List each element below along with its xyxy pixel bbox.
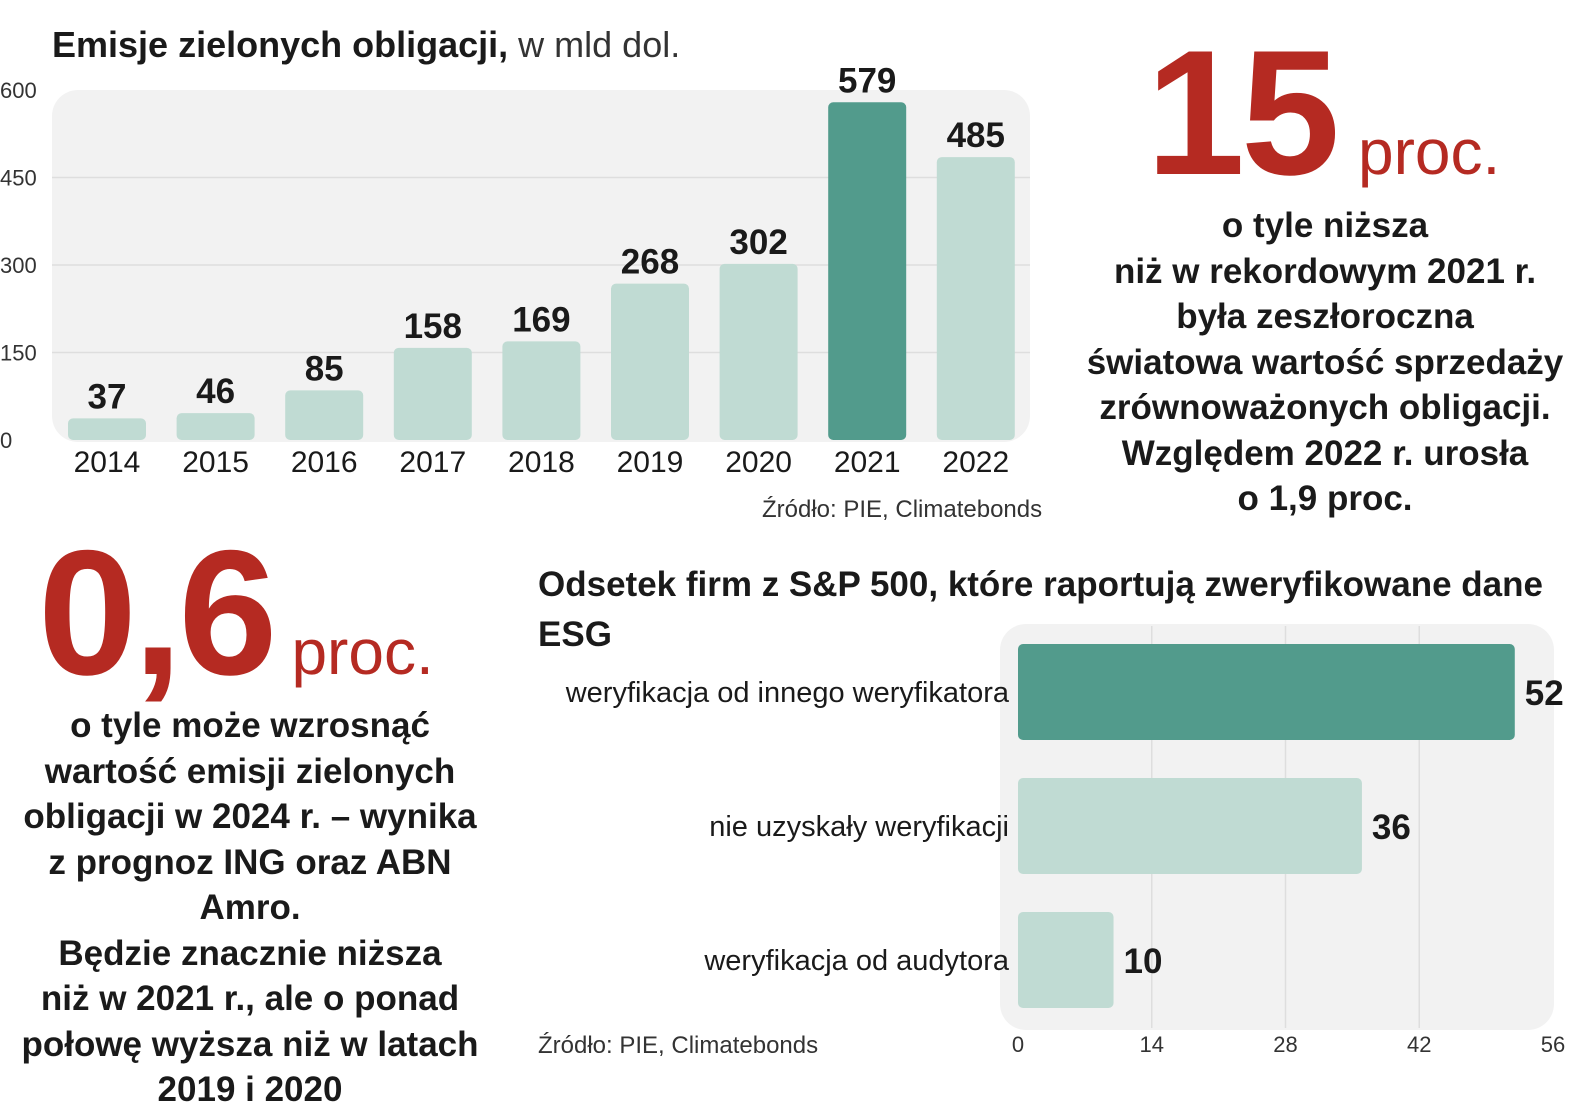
bar-chart-title: Emisje zielonych obligacji, w mld dol. (52, 24, 680, 66)
bar-category-label: 2021 (834, 446, 901, 479)
hbar-chart-esg: 0 14 28 42 56 weryfikacja od innego weryfikat… (565, 624, 1565, 1057)
bar-category-label: 2018 (508, 446, 575, 479)
hbar-category-label: weryfikacja od innego weryfikatora (565, 677, 1010, 709)
bar-category-label: 2015 (182, 446, 249, 479)
hbar-chart-xtick: 56 (1541, 1032, 1565, 1057)
bar-value-label: 169 (512, 300, 570, 339)
hbar-value-label: 52 (1525, 674, 1564, 713)
bar-value-label: 302 (729, 223, 787, 262)
bar-category-label: 2019 (617, 446, 684, 479)
stat-15-description-line: była zeszłoroczna (1176, 297, 1474, 336)
bar-2018 (502, 341, 581, 440)
stat-06-description-line: z prognoz ING oraz ABN Amro. (48, 842, 452, 928)
bar-category-label: 2016 (291, 446, 358, 479)
hbar-2 (1018, 778, 1362, 874)
hbar-3 (1018, 912, 1114, 1008)
stat-15-description-line: światowa wartość sprzedaży (1086, 342, 1564, 382)
stat-15-description: o tyle niższa niż w rekordowym 2021 r. był… (1080, 203, 1570, 522)
stat-06-description-line: o tyle może wzrosnąć (70, 706, 430, 745)
bar-2017 (393, 347, 472, 440)
stat-06-description-line: obligacji w 2024 r. – wynika (23, 797, 477, 836)
bar-value-label: 485 (947, 116, 1005, 155)
bar-chart-emissions: 0 150 300 450 600 37 2014 46 2015 85 2016 158 2017 16… (0, 61, 1030, 479)
stat-15-description-line: o 1,9 proc. (1237, 479, 1413, 518)
bar-value-label: 268 (621, 243, 679, 282)
stat-15-description-line: zrównoważonych obligacji. (1099, 388, 1551, 427)
stat-15-block: 15 proc. (1146, 24, 1500, 202)
bar-2022 (936, 157, 1015, 440)
hbar-1 (1018, 644, 1515, 740)
bar-value-label: 579 (838, 61, 896, 100)
bar-2020 (719, 263, 798, 440)
bar-2016 (285, 390, 364, 440)
bar-chart-ytick: 600 (0, 78, 37, 103)
bar-2019 (611, 283, 689, 440)
bar-category-label: 2022 (942, 446, 1009, 479)
bar-category-label: 2017 (399, 446, 466, 479)
stat-06-description-line: wartość emisji zielonych (44, 751, 456, 791)
stat-06-description-line: połowę wyższa niż w latach (21, 1024, 479, 1064)
hbar-value-label: 36 (1372, 808, 1411, 847)
stat-06-number: 0,6 (38, 513, 277, 712)
bar-category-label: 2020 (725, 446, 792, 479)
bar-chart-source: Źródło: PIE, Climatebonds (762, 496, 1043, 523)
hbar-chart-xtick: 14 (1140, 1032, 1164, 1057)
stat-15-description-line: o tyle niższa (1221, 206, 1429, 245)
hbar-category-label: weryfikacja od audytora (703, 945, 1010, 977)
bar-2021 (828, 102, 907, 440)
stat-15-description-line: Względem 2022 r. urosła (1121, 433, 1529, 473)
hbar-chart-source: Źródło: PIE, Climatebonds (538, 1032, 819, 1059)
stat-06-unit: proc. (291, 616, 434, 688)
hbar-chart-xtick: 0 (1012, 1032, 1024, 1057)
bar-value-label: 46 (196, 372, 235, 411)
bar-chart-ytick: 450 (0, 166, 37, 191)
bar-2015 (176, 413, 255, 440)
stat-06-block: 0,6 proc. (38, 524, 434, 702)
bar-chart-ytick: 150 (0, 341, 37, 366)
hbar-chart-xtick: 42 (1407, 1032, 1431, 1057)
bar-2014 (68, 418, 146, 440)
stat-06-description-line: niż w 2021 r., ale o ponad (40, 979, 460, 1018)
hbar-value-label: 10 (1124, 942, 1163, 981)
bar-value-label: 85 (305, 349, 344, 388)
bar-value-label: 158 (404, 307, 462, 346)
stat-06-description-line: 2019 i 2020 (157, 1070, 343, 1109)
stat-15-number: 15 (1146, 13, 1340, 212)
hbar-chart-title: Odsetek firm z S&P 500, które raportują … (538, 565, 1543, 654)
bar-chart-title-unit: w mld dol. (518, 24, 681, 65)
hbar-chart-xtick: 28 (1273, 1032, 1297, 1057)
stat-06-description-line: Będzie znacznie niższa (58, 933, 442, 973)
bar-chart-ytick: 0 (0, 428, 12, 453)
bar-chart-title-bold: Emisje zielonych obligacji, (52, 24, 509, 65)
stat-15-unit: proc. (1358, 116, 1501, 188)
bar-value-label: 37 (88, 377, 127, 416)
bar-chart-ytick: 300 (0, 253, 37, 278)
bar-category-label: 2014 (74, 446, 141, 479)
stat-15-description-line: niż w rekordowym 2021 r. (1113, 251, 1537, 291)
hbar-category-label: nie uzyskały weryfikacji (709, 811, 1009, 843)
stat-06-description: o tyle może wzrosnąć wartość emisji zielo… (0, 703, 500, 1113)
